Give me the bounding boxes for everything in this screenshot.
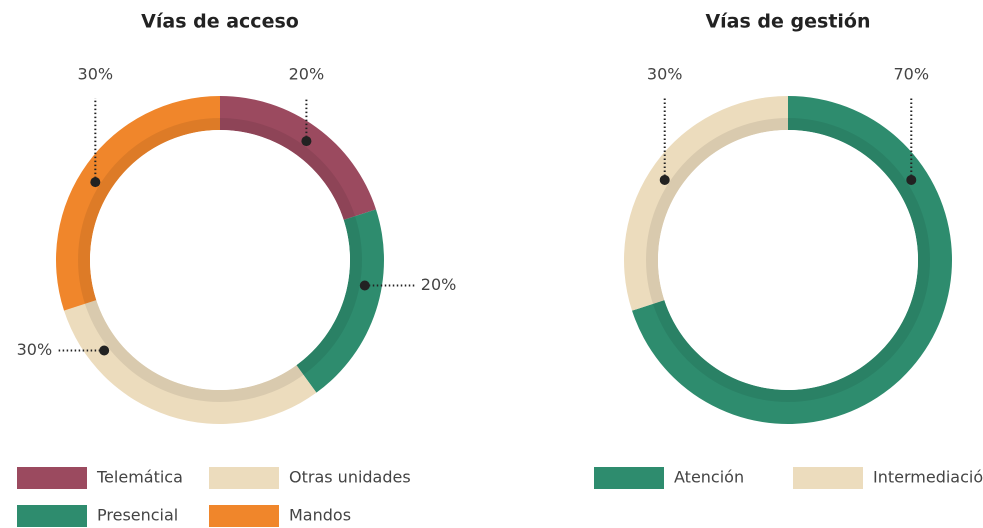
legend-label: Otras unidades (289, 468, 411, 487)
legend-swatch (17, 467, 87, 489)
donut-hole (658, 130, 918, 390)
donut-segment (64, 300, 317, 425)
donut-segment (296, 209, 384, 393)
value-label: 30% (647, 65, 683, 84)
label-dot (659, 174, 670, 185)
label-dot (99, 345, 110, 356)
value-label: 30% (78, 65, 114, 84)
legend-label: Presencial (97, 506, 178, 525)
inner-shadow (78, 118, 362, 402)
legend-swatch (209, 505, 279, 527)
chart-title: Vías de gestión (705, 11, 870, 33)
legend-label: Mandos (289, 506, 351, 525)
value-label: 20% (421, 275, 457, 294)
label-dot (301, 136, 312, 147)
legend-swatch (594, 467, 664, 489)
legend-label: Intermediación (873, 468, 983, 487)
label-dot (359, 280, 370, 291)
chart-title: Vías de acceso (141, 11, 299, 33)
legend-label: Atención (674, 468, 744, 487)
label-dot (90, 177, 101, 188)
legend-label: Telemática (96, 468, 183, 487)
value-label: 70% (894, 65, 930, 84)
legend-swatch (793, 467, 863, 489)
legend-swatch (209, 467, 279, 489)
donut-segment (55, 95, 220, 311)
value-label: 20% (289, 65, 325, 84)
legend-swatch (17, 505, 87, 527)
label-dot (906, 174, 917, 185)
donut-segment (624, 95, 788, 311)
donut-hole (90, 130, 350, 390)
inner-shadow (646, 118, 930, 402)
donut-segment (220, 96, 376, 220)
value-label: 30% (17, 340, 53, 359)
